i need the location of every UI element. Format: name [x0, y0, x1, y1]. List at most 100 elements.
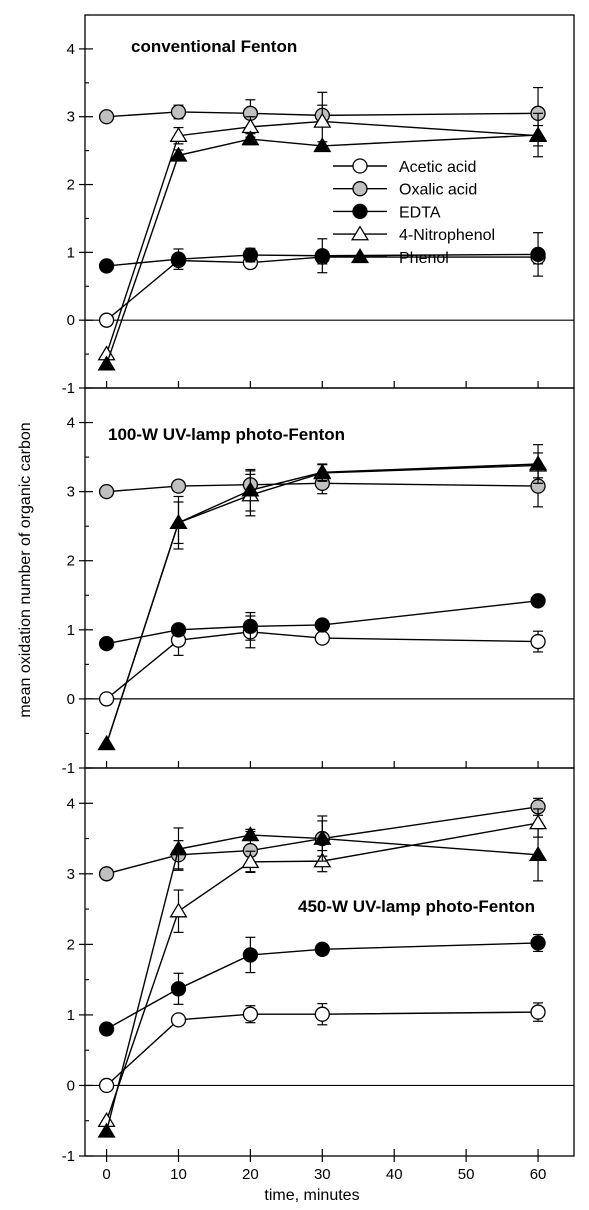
data-point [98, 109, 115, 125]
legend-marker [352, 181, 368, 197]
y-tick-label: 1 [67, 622, 75, 639]
data-point [313, 829, 332, 845]
data-point [530, 935, 546, 951]
legend-label: EDTA [399, 204, 441, 221]
data-point [170, 1012, 187, 1028]
legend-marker [352, 158, 368, 174]
y-tick-label: 4 [67, 41, 75, 58]
y-tick-label: -1 [62, 1148, 75, 1165]
data-point [169, 126, 188, 142]
legend-label: Acetic acid [399, 159, 476, 176]
legend: Acetic acid Oxalic acid EDTA 4-Nitrophenol P… [333, 158, 495, 267]
legend-marker [352, 203, 368, 220]
data-point [170, 622, 187, 638]
data-point [169, 840, 188, 856]
y-axis-title: mean oxidation number of organic carbon [17, 422, 34, 717]
data-point [314, 248, 330, 264]
data-point [314, 1006, 330, 1022]
series-edta [98, 933, 546, 1037]
panel-1: -1 0 1 2 3 4 conventional Fenton Acetic acid Oxa… [62, 14, 575, 397]
legend-item-oxalic-acid: Oxalic acid [333, 181, 477, 199]
data-point [97, 355, 116, 371]
data-point [170, 251, 187, 267]
plot-area: -1 0 1 2 3 4 conventional Fenton Acetic acid Oxa… [62, 14, 575, 1183]
panel-2: -1 0 1 2 3 4 100-W UV-lamp photo-Fenton [62, 387, 575, 777]
legend-label: Phenol [399, 250, 449, 267]
legend-item-acetic-acid: Acetic acid [333, 158, 476, 176]
data-point [241, 481, 260, 497]
y-tick-label: 3 [67, 484, 75, 501]
data-point [529, 814, 548, 830]
y-tick-label: 4 [67, 795, 75, 812]
data-point [313, 137, 332, 153]
x-tick-label: 40 [386, 1166, 403, 1183]
x-tick-label: 60 [530, 1166, 547, 1183]
data-point [98, 1021, 115, 1037]
series-phenol [97, 112, 548, 371]
y-tick-label: 2 [67, 936, 75, 953]
data-point [530, 633, 546, 650]
y-tick-label: 0 [67, 312, 75, 329]
data-point [314, 617, 330, 633]
data-point [98, 1077, 115, 1094]
data-point [241, 826, 260, 842]
data-point [170, 981, 187, 997]
data-point [529, 455, 548, 471]
panel-frame [84, 387, 575, 769]
legend-label: Oxalic acid [399, 182, 477, 199]
y-tick-label: 1 [67, 244, 75, 261]
panel-frame [84, 14, 575, 389]
data-point [98, 866, 115, 882]
series-line [105, 834, 539, 1132]
series-edta [98, 593, 546, 652]
x-tick-label: 50 [458, 1166, 475, 1183]
x-axis-title: time, minutes [264, 1187, 359, 1204]
data-point [97, 735, 116, 751]
data-point [98, 258, 115, 274]
panel-title: 450-W UV-lamp photo-Fenton [298, 897, 535, 916]
y-tick-label: 2 [67, 553, 75, 570]
x-tick-label: 10 [170, 1166, 187, 1183]
data-point [314, 630, 330, 646]
panel-frame [84, 767, 575, 1157]
series-line [105, 463, 539, 745]
data-point [98, 312, 115, 328]
data-point [242, 618, 259, 635]
legend-item-phenol: Phenol [333, 248, 449, 267]
data-point [314, 941, 330, 957]
data-point [530, 1004, 546, 1020]
data-point [242, 947, 259, 963]
series-phenol [97, 444, 548, 751]
legend-label: 4-Nitrophenol [399, 227, 495, 244]
x-tick-label: 20 [242, 1166, 259, 1183]
data-point [241, 853, 260, 869]
y-tick-label: 3 [67, 866, 75, 883]
x-tick-label: 30 [314, 1166, 331, 1183]
data-point [241, 130, 260, 146]
y-tick-label: -1 [62, 380, 75, 397]
data-point [170, 478, 187, 494]
data-point [98, 691, 115, 707]
data-point [98, 483, 115, 500]
data-point [529, 126, 548, 142]
series-acetic-acid [98, 1002, 546, 1094]
y-tick-label: 0 [67, 691, 75, 708]
data-point [530, 246, 546, 263]
legend-marker [350, 248, 370, 264]
data-point [242, 247, 259, 263]
y-tick-label: 4 [67, 415, 75, 432]
data-point [529, 846, 548, 862]
data-point [530, 593, 546, 609]
legend-item-4-nitrophenol: 4-Nitrophenol [333, 225, 495, 244]
panel-title: conventional Fenton [131, 37, 297, 56]
data-point [169, 513, 188, 530]
y-tick-label: 3 [67, 109, 75, 126]
data-point [98, 635, 115, 652]
legend-marker [350, 225, 370, 241]
y-tick-label: 2 [67, 177, 75, 194]
data-point [97, 1122, 116, 1138]
data-point [169, 902, 188, 918]
y-tick-label: -1 [62, 760, 75, 777]
